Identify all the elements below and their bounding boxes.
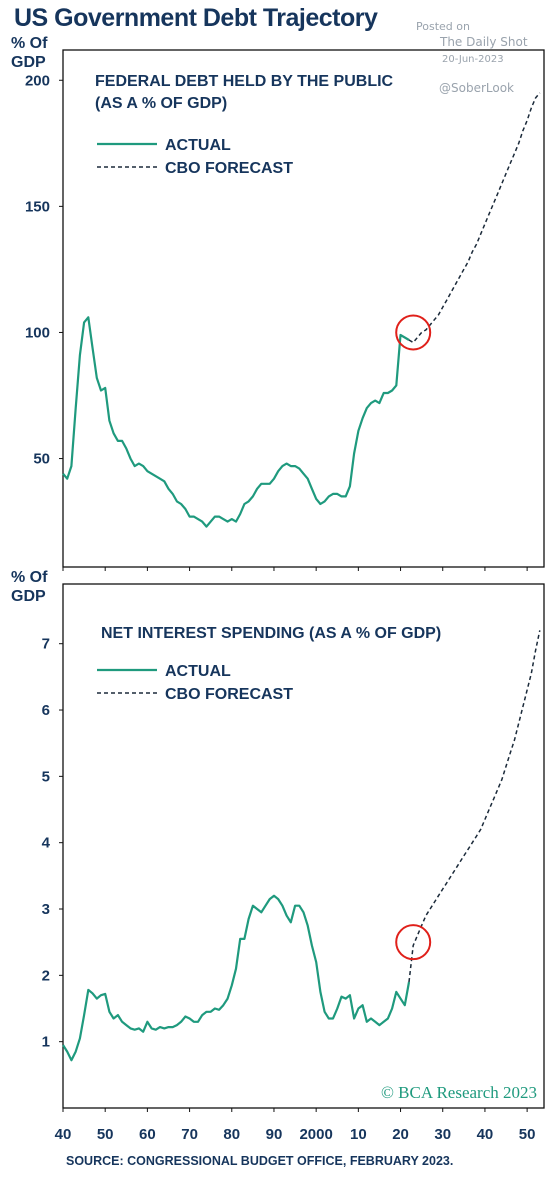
- xtick-label: 50: [97, 1126, 114, 1143]
- debt-highlight-circle: [395, 314, 432, 351]
- interest-ytick-label: 5: [42, 768, 50, 785]
- interest-ytick-label: 6: [42, 702, 50, 719]
- interest-ytick-label: 7: [42, 636, 50, 653]
- debt-ytick-label: 200: [25, 72, 50, 89]
- debt-ytick-label: 50: [33, 451, 50, 468]
- xtick-label: 30: [434, 1126, 451, 1143]
- page-title: US Government Debt Trajectory: [14, 4, 378, 32]
- debt-ytick-label: 150: [25, 198, 50, 215]
- brand-watermark: © BCA Research 2023: [381, 1083, 537, 1102]
- interest-series-actual-line: [62, 894, 411, 1062]
- bottom-ylabel: % Of GDP: [11, 568, 47, 606]
- bottom-ylabel-line2: GDP: [11, 588, 46, 605]
- interest-legend-forecast-label: CBO FORECAST: [165, 686, 293, 703]
- debt-series-forecast-line: [408, 92, 541, 344]
- interest-series-forecast-line: [408, 630, 541, 983]
- interest-ytick-label: 1: [42, 1034, 50, 1051]
- xtick-label: 10: [350, 1126, 367, 1143]
- debt-panel-title: FEDERAL DEBT HELD BY THE PUBLIC: [95, 73, 394, 90]
- interest-ytick-label: 3: [42, 901, 50, 918]
- xtick-label: 50: [519, 1126, 536, 1143]
- bottom-ylabel-line1: % Of: [11, 569, 48, 586]
- xtick-label: 60: [139, 1126, 156, 1143]
- top-ylabel-line2: GDP: [11, 54, 46, 71]
- interest-plot-frame: [62, 583, 545, 1109]
- xtick-label: 40: [55, 1126, 72, 1143]
- interest-highlight-circle: [395, 924, 432, 961]
- top-ylabel-line1: % Of: [11, 35, 48, 52]
- xtick-label: 70: [181, 1126, 198, 1143]
- interest-legend-actual-label: ACTUAL: [165, 663, 231, 680]
- interest-panel-title: NET INTEREST SPENDING (AS A % OF GDP): [101, 625, 441, 642]
- source-note: SOURCE: CONGRESSIONAL BUDGET OFFICE, FEB…: [66, 1154, 454, 1168]
- xtick-label: 2000: [299, 1126, 332, 1143]
- xtick-label: 90: [266, 1126, 283, 1143]
- xtick-label: 20: [392, 1126, 409, 1143]
- top-ylabel: % Of GDP: [11, 34, 47, 72]
- debt-panel-subtitle: (AS A % OF GDP): [95, 95, 227, 112]
- debt-legend-forecast-label: CBO FORECAST: [165, 160, 293, 177]
- post-date-label: 20-Jun-2023: [442, 54, 504, 65]
- publisher-label: The Daily Shot: [440, 35, 528, 49]
- posted-on-label: Posted on: [416, 20, 470, 33]
- xtick-label: 40: [477, 1126, 494, 1143]
- interest-ytick-label: 2: [42, 967, 50, 984]
- xtick-label: 80: [223, 1126, 240, 1143]
- debt-ytick-label: 100: [25, 324, 50, 341]
- debt-legend-actual-label: ACTUAL: [165, 137, 231, 154]
- debt-series-actual-line: [62, 316, 410, 528]
- debt-plot-frame: [62, 49, 545, 568]
- interest-ytick-label: 4: [42, 835, 51, 852]
- handle-label: @SoberLook: [439, 81, 514, 95]
